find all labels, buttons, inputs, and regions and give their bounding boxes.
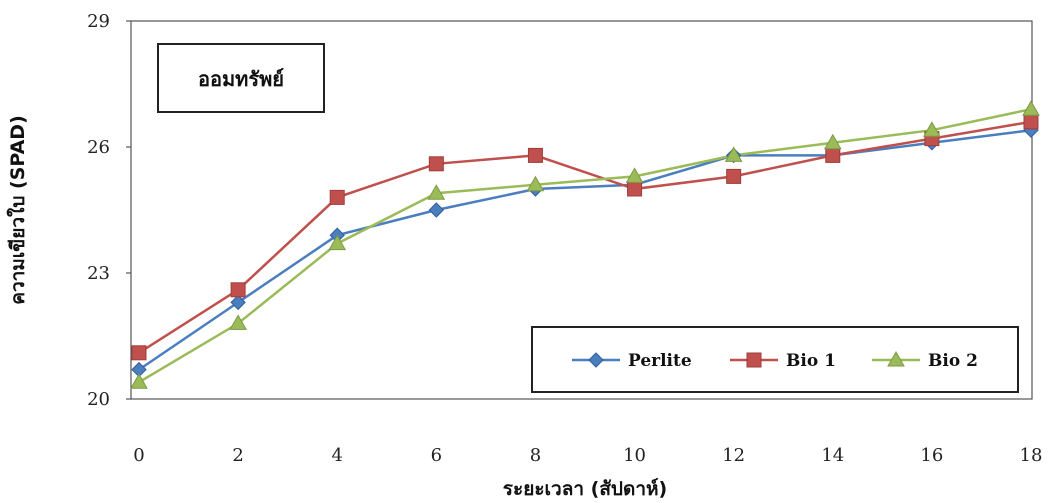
- x-tick-label: 8: [530, 445, 541, 466]
- x-tick-label: 2: [232, 445, 243, 466]
- x-tick-label: 14: [821, 445, 844, 466]
- data-point-bio-2: [724, 146, 743, 162]
- data-point-bio-1: [329, 189, 345, 205]
- y-tick-label: 23: [87, 263, 110, 284]
- data-point-bio-1: [825, 147, 841, 163]
- legend-swatch-marker: [887, 350, 905, 367]
- data-point-bio-1: [527, 147, 543, 163]
- data-point-bio-1: [627, 181, 643, 197]
- data-point-bio-1: [131, 345, 147, 361]
- y-tick-label: 20: [87, 389, 110, 410]
- x-tick-label: 6: [431, 445, 442, 466]
- data-point-perlite: [230, 294, 246, 311]
- y-axis-title: ความเขียวใบ (SPAD): [6, 115, 29, 305]
- legend-label: Perlite: [628, 351, 692, 371]
- legend-swatch-marker: [746, 352, 762, 368]
- data-point-bio-2: [427, 184, 446, 200]
- series-line-bio-2: [138, 107, 1032, 384]
- data-point-bio-2: [130, 373, 148, 389]
- data-point-bio-2: [526, 175, 545, 192]
- legend-item-bio-2: Bio 2: [872, 350, 978, 371]
- legend-item-perlite: Perlite: [572, 351, 692, 371]
- legend-item-bio-1: Bio 1: [730, 351, 836, 371]
- data-point-bio-1: [726, 168, 742, 184]
- series-line-perlite: [138, 128, 1032, 371]
- data-point-bio-2: [229, 314, 247, 330]
- data-point-bio-1: [1023, 114, 1039, 130]
- data-point-bio-2: [625, 167, 644, 183]
- data-point-bio-1: [428, 156, 444, 172]
- x-tick-label: 18: [1020, 445, 1043, 466]
- inset-title-box: [157, 43, 325, 113]
- legend-swatch-marker: [588, 352, 604, 368]
- x-tick-label: 10: [623, 445, 646, 466]
- data-point-bio-2: [823, 133, 842, 150]
- data-point-bio-1: [230, 282, 246, 298]
- data-point-perlite: [428, 202, 445, 218]
- data-point-bio-2: [923, 121, 941, 137]
- chart-title: ออมทรัพย์: [198, 67, 284, 91]
- series-line-bio-1: [138, 120, 1032, 354]
- data-point-bio-2: [328, 234, 347, 251]
- x-tick-label: 0: [133, 445, 144, 466]
- x-axis-title: ระยะเวลา (สัปดาห์): [503, 478, 667, 500]
- x-tick-label: 12: [722, 445, 745, 466]
- y-tick-label: 26: [87, 137, 110, 158]
- x-tick-label: 16: [920, 445, 943, 466]
- data-point-bio-2: [1022, 100, 1040, 116]
- x-tick-label: 4: [331, 445, 342, 466]
- plot-area: [130, 20, 1033, 400]
- y-tick-label: 29: [87, 11, 110, 32]
- legend-label: Bio 1: [786, 351, 836, 371]
- legend: Perlite Bio 1 Bio 2: [531, 326, 1019, 393]
- legend-label: Bio 2: [928, 351, 978, 371]
